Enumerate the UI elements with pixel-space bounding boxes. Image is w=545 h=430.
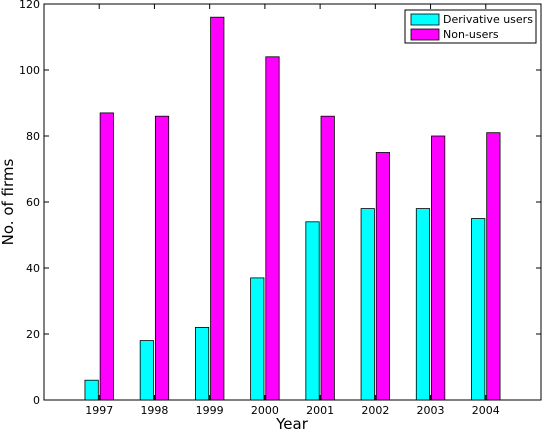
y-tick-label: 100 bbox=[19, 64, 40, 77]
y-tick-label: 0 bbox=[33, 394, 40, 407]
bar-non-users-1997 bbox=[99, 112, 114, 401]
y-tick-label: 80 bbox=[26, 130, 40, 143]
bar-non-users-2001 bbox=[320, 115, 335, 401]
x-tick-label-1997: 1997 bbox=[85, 404, 113, 417]
bar-non-users-1999 bbox=[210, 16, 225, 401]
bar-derivative-users-2000 bbox=[250, 277, 265, 401]
bar-non-users-2000 bbox=[265, 56, 280, 401]
y-tick-label: 60 bbox=[26, 196, 40, 209]
bar-derivative-users-2001 bbox=[305, 221, 320, 401]
x-tick-label-2001: 2001 bbox=[306, 404, 334, 417]
x-tick-label-2003: 2003 bbox=[417, 404, 445, 417]
bar-non-users-2002 bbox=[375, 152, 390, 401]
legend-label-non-users: Non-users bbox=[443, 28, 499, 41]
bar-non-users-2004 bbox=[486, 132, 501, 401]
bar-derivative-users-1998 bbox=[139, 340, 154, 401]
y-tick-label: 40 bbox=[26, 262, 40, 275]
bar-derivative-users-2003 bbox=[415, 208, 431, 401]
bar-derivative-users-2002 bbox=[360, 208, 375, 401]
x-tick-label-2002: 2002 bbox=[361, 404, 389, 417]
x-axis-label: Year bbox=[275, 415, 309, 430]
x-axis-ticks: 1997 1998 1999 2000 2001 2002 2003 2004 bbox=[85, 4, 500, 417]
x-tick-label-2004: 2004 bbox=[472, 404, 500, 417]
plot-area bbox=[43, 3, 542, 401]
x-tick-label-1999: 1999 bbox=[196, 404, 224, 417]
bar-derivative-users-2004 bbox=[471, 218, 486, 401]
legend-swatch-derivative-users bbox=[410, 13, 440, 26]
bar-derivative-users-1997 bbox=[84, 379, 99, 401]
bars-group bbox=[84, 16, 501, 401]
y-axis-ticks: 0 20 40 60 80 100 120 bbox=[19, 0, 541, 407]
y-tick-label: 120 bbox=[19, 0, 40, 11]
bar-non-users-2003 bbox=[431, 135, 446, 401]
legend-swatch-non-users bbox=[410, 28, 440, 41]
legend-label-derivative-users: Derivative users bbox=[443, 13, 533, 26]
x-tick-label-2000: 2000 bbox=[251, 404, 279, 417]
legend: Derivative users Non-users bbox=[404, 9, 537, 44]
y-axis-label: No. of firms bbox=[0, 158, 17, 245]
x-tick-label-1998: 1998 bbox=[140, 404, 168, 417]
bar-non-users-1998 bbox=[154, 115, 170, 401]
bar-derivative-users-1999 bbox=[194, 326, 210, 401]
y-tick-label: 20 bbox=[26, 328, 40, 341]
